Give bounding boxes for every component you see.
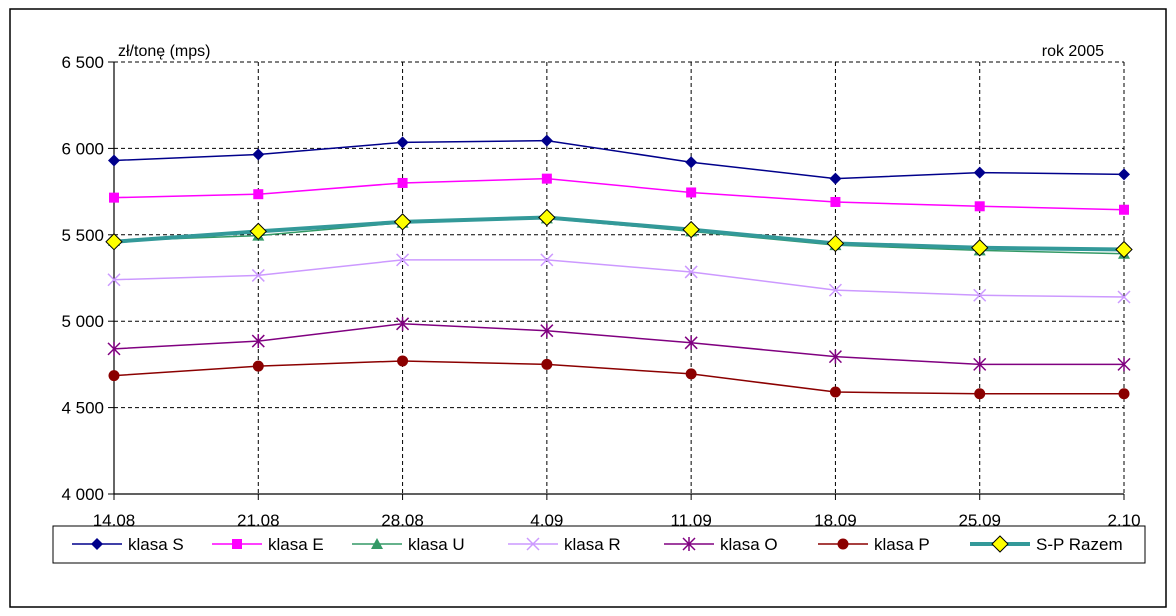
legend-label: klasa E xyxy=(268,535,324,554)
y-tick-label: 6 000 xyxy=(61,139,104,158)
data-point xyxy=(541,359,552,370)
unit-label: zł/tonę (mps) xyxy=(118,43,210,60)
legend-label: S-P Razem xyxy=(1036,535,1123,554)
data-point xyxy=(232,539,242,549)
data-point xyxy=(686,368,697,379)
data-point xyxy=(109,370,120,381)
data-point xyxy=(975,201,985,211)
y-tick-label: 5 500 xyxy=(61,226,104,245)
data-point xyxy=(253,361,264,372)
data-point xyxy=(1119,388,1130,399)
y-tick-label: 6 500 xyxy=(61,53,104,72)
data-point xyxy=(686,187,696,197)
legend-label: klasa U xyxy=(408,535,465,554)
data-point xyxy=(1119,205,1129,215)
year-label: rok 2005 xyxy=(1042,43,1104,60)
data-point xyxy=(109,193,119,203)
data-point xyxy=(397,355,408,366)
data-point xyxy=(838,539,849,550)
legend-label: klasa O xyxy=(720,535,778,554)
y-tick-label: 5 000 xyxy=(61,312,104,331)
data-point xyxy=(253,189,263,199)
y-tick-label: 4 500 xyxy=(61,399,104,418)
data-point xyxy=(830,387,841,398)
data-point xyxy=(830,197,840,207)
data-point xyxy=(542,174,552,184)
legend-label: klasa S xyxy=(128,535,184,554)
legend-label: klasa R xyxy=(564,535,621,554)
data-point xyxy=(398,178,408,188)
data-point xyxy=(974,388,985,399)
y-tick-label: 4 000 xyxy=(61,485,104,504)
legend-label: klasa P xyxy=(874,535,930,554)
